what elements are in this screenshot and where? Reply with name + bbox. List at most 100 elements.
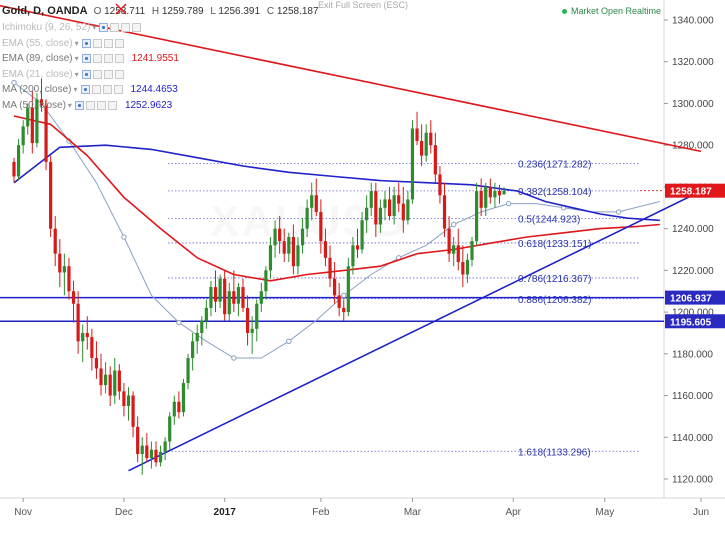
candle-body[interactable] [172, 401, 176, 417]
candle-body[interactable] [420, 141, 424, 156]
candle-body[interactable] [360, 220, 364, 250]
candle-body[interactable] [181, 383, 186, 413]
candle-body[interactable] [319, 211, 323, 242]
candle-body[interactable] [245, 307, 250, 333]
candle-body[interactable] [305, 207, 309, 229]
candle-body[interactable] [104, 374, 108, 386]
eye-icon[interactable] [80, 85, 90, 95]
candle-body[interactable] [136, 426, 140, 454]
close-icon[interactable] [103, 69, 113, 79]
settings-icon[interactable] [92, 69, 102, 79]
settings-icon[interactable] [85, 100, 95, 110]
candle-body[interactable] [429, 132, 433, 146]
candle-body[interactable] [300, 228, 305, 246]
candle-body[interactable] [67, 266, 71, 292]
more-icon[interactable] [114, 69, 124, 79]
close-icon[interactable] [121, 23, 131, 33]
candle-body[interactable] [433, 145, 437, 175]
candle-body[interactable] [218, 278, 222, 302]
settings-icon[interactable] [110, 23, 120, 33]
candle-body[interactable] [62, 266, 66, 273]
candle-body[interactable] [447, 228, 451, 254]
candle-body[interactable] [140, 445, 144, 454]
candle-body[interactable] [250, 328, 254, 333]
candle-body[interactable] [383, 199, 387, 208]
indicator-row[interactable]: EMA (89, close) ▾ 1241.9551 [2, 51, 323, 67]
candle-body[interactable] [438, 174, 442, 196]
ema89-line[interactable] [13, 115, 660, 282]
candle-body[interactable] [259, 291, 263, 304]
candle-body[interactable] [392, 195, 396, 217]
candle-body[interactable] [488, 186, 492, 198]
candle-body[interactable] [223, 278, 227, 315]
candle-body[interactable] [204, 307, 208, 321]
chevron-down-icon[interactable]: ▾ [74, 69, 79, 79]
candle-body[interactable] [374, 191, 378, 225]
candle-body[interactable] [53, 228, 57, 254]
candle-body[interactable] [126, 395, 131, 406]
candle-body[interactable] [145, 445, 149, 459]
ma50-line[interactable] [13, 82, 660, 359]
trendline-red[interactable] [0, 0, 702, 153]
settings-icon[interactable] [92, 54, 102, 64]
more-icon[interactable] [114, 38, 124, 48]
candle-body[interactable] [213, 287, 218, 302]
trendline-blue[interactable] [128, 190, 702, 472]
candle-body[interactable] [273, 228, 277, 246]
candle-body[interactable] [168, 416, 172, 442]
candle-body[interactable] [461, 262, 465, 275]
close-icon[interactable] [114, 2, 128, 16]
candle-body[interactable] [35, 99, 39, 144]
eye-icon[interactable] [81, 69, 91, 79]
settings-icon[interactable] [91, 85, 101, 95]
candle-body[interactable] [44, 105, 48, 162]
candle-body[interactable] [456, 245, 460, 263]
candle-body[interactable] [406, 199, 410, 221]
candle-body[interactable] [296, 245, 300, 267]
candle-body[interactable] [452, 245, 456, 254]
candle-body[interactable] [241, 287, 245, 308]
candle-body[interactable] [470, 241, 474, 260]
candle-body[interactable] [158, 451, 163, 463]
candle-body[interactable] [314, 195, 318, 212]
candle-body[interactable] [410, 128, 415, 200]
eye-icon[interactable] [81, 38, 91, 48]
candle-body[interactable] [502, 190, 506, 195]
candle-body[interactable] [186, 357, 190, 384]
close-icon[interactable] [103, 38, 113, 48]
more-icon[interactable] [132, 23, 142, 33]
candle-body[interactable] [442, 195, 447, 229]
eye-icon[interactable] [74, 100, 84, 110]
candle-body[interactable] [415, 128, 419, 142]
candle-body[interactable] [12, 161, 16, 177]
candle-body[interactable] [484, 186, 488, 208]
candle-body[interactable] [351, 245, 355, 267]
candle-body[interactable] [342, 307, 346, 313]
candle-body[interactable] [30, 107, 34, 144]
candle-body[interactable] [58, 253, 62, 273]
candle-body[interactable] [323, 241, 328, 258]
chevron-down-icon[interactable]: ▾ [67, 100, 72, 110]
candle-body[interactable] [346, 266, 350, 313]
candle-body[interactable] [49, 161, 53, 229]
candle-body[interactable] [493, 191, 497, 198]
candle-body[interactable] [369, 191, 373, 208]
candle-body[interactable] [355, 245, 360, 250]
candle-body[interactable] [131, 395, 135, 427]
eye-icon[interactable] [99, 23, 109, 33]
chevron-down-icon[interactable]: ▾ [73, 85, 78, 95]
candle-body[interactable] [268, 245, 273, 271]
more-icon[interactable] [107, 100, 117, 110]
candle-body[interactable] [21, 126, 25, 146]
candle-body[interactable] [310, 195, 314, 208]
candle-body[interactable] [287, 236, 291, 254]
candle-body[interactable] [81, 332, 85, 342]
candle-body[interactable] [85, 332, 89, 338]
candle-body[interactable] [108, 374, 112, 396]
candle-body[interactable] [333, 278, 337, 296]
candle-body[interactable] [291, 236, 295, 267]
candle-body[interactable] [282, 241, 286, 254]
indicator-row[interactable]: EMA (21, close) ▾ [2, 67, 323, 83]
candle-body[interactable] [113, 370, 117, 396]
candle-body[interactable] [227, 291, 231, 315]
